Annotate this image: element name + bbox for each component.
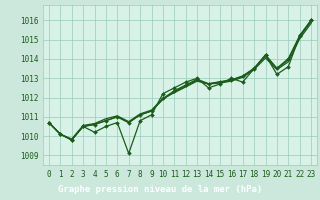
Text: Graphe pression niveau de la mer (hPa): Graphe pression niveau de la mer (hPa) [58, 185, 262, 194]
